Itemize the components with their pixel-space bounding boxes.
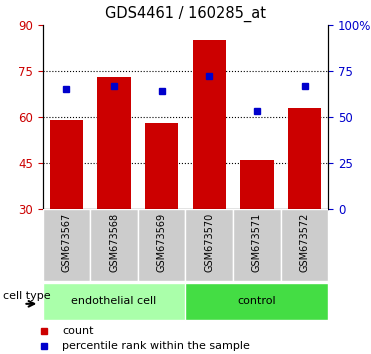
Bar [145,123,178,209]
Bar [288,108,321,209]
Text: percentile rank within the sample: percentile rank within the sample [62,341,250,351]
Text: endothelial cell: endothelial cell [72,296,157,306]
Bar [281,209,328,281]
Bar [43,284,186,320]
Bar [43,209,90,281]
Bar [193,40,226,209]
Text: GSM673568: GSM673568 [109,212,119,272]
Text: control: control [237,296,276,306]
Text: GSM673570: GSM673570 [204,212,214,272]
Bar [50,120,83,209]
Text: GSM673571: GSM673571 [252,212,262,272]
Bar [138,209,186,281]
Bar [90,209,138,281]
Bar [186,284,328,320]
Bar [233,209,281,281]
Text: GSM673569: GSM673569 [157,212,167,272]
Text: count: count [62,326,94,336]
Text: GSM673572: GSM673572 [299,212,309,272]
Title: GDS4461 / 160285_at: GDS4461 / 160285_at [105,6,266,22]
Text: cell type: cell type [3,291,51,301]
Bar [98,77,131,209]
Text: GSM673567: GSM673567 [62,212,72,272]
Bar [186,209,233,281]
Bar [240,160,273,209]
